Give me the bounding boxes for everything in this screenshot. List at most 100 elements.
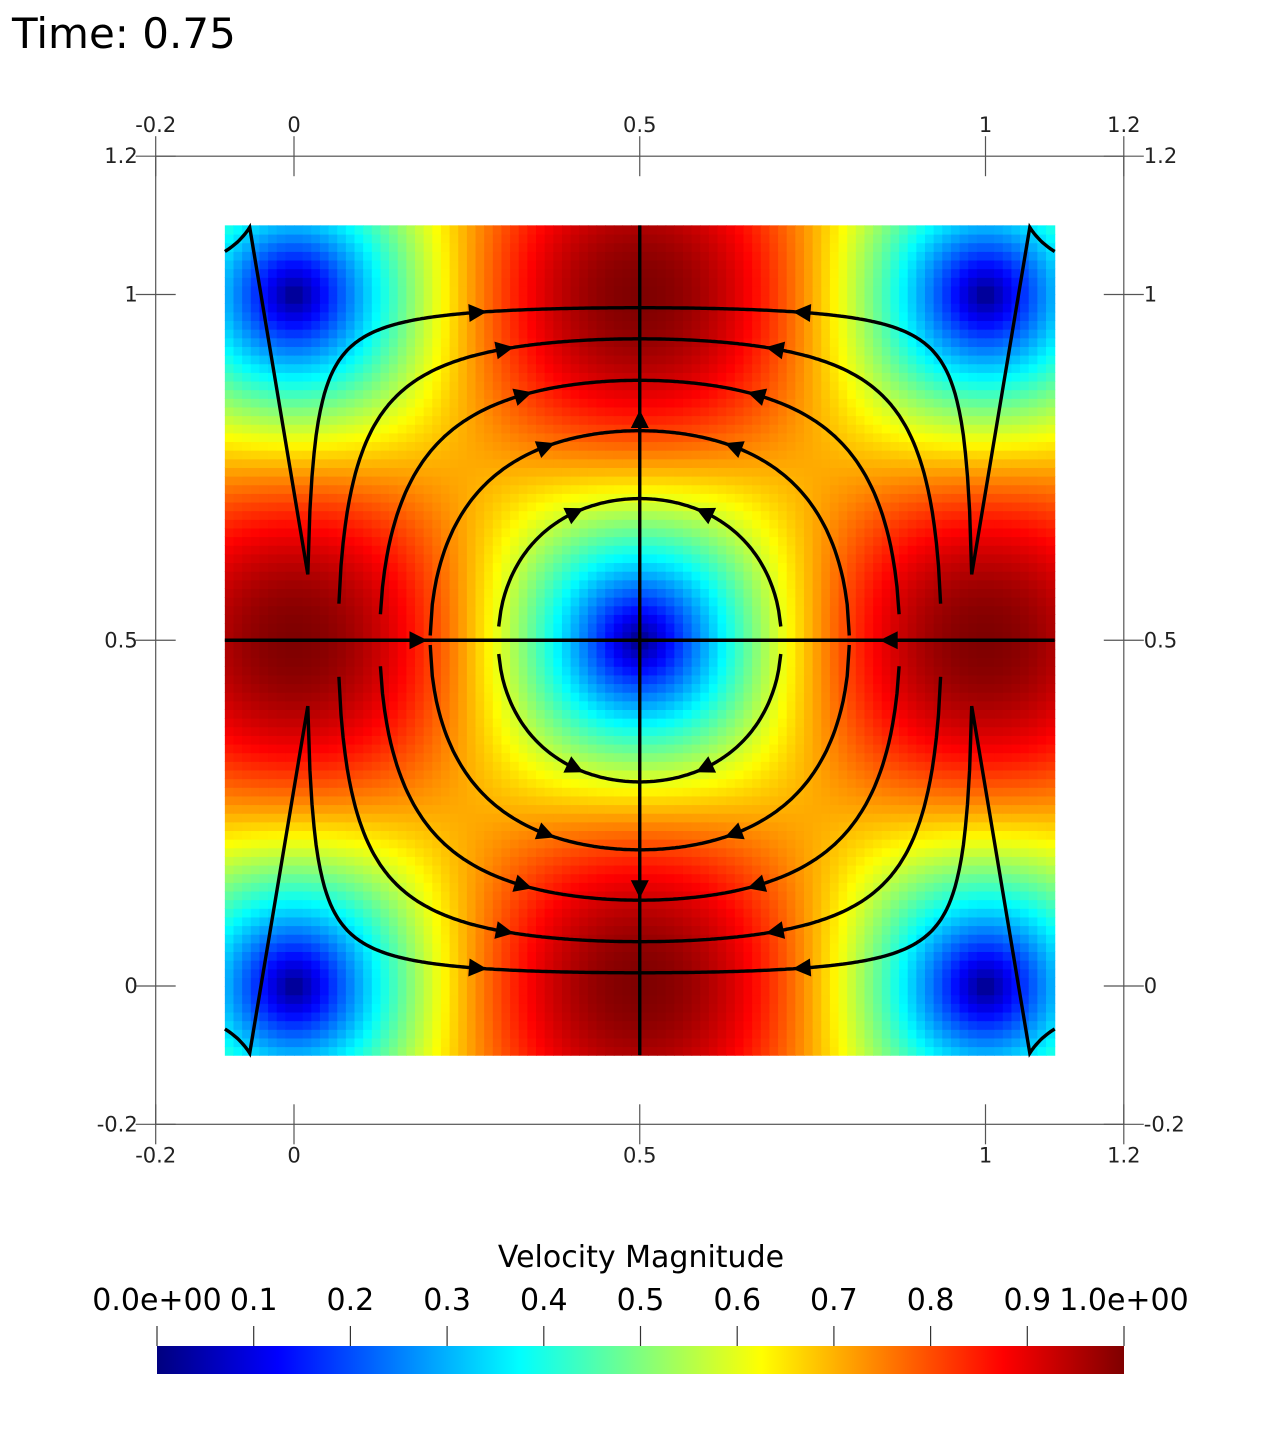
field-cell — [285, 864, 295, 875]
field-cell — [907, 977, 917, 987]
field-cell — [527, 735, 537, 745]
field-cell — [873, 821, 883, 832]
field-cell — [682, 847, 693, 857]
field-cell — [778, 631, 788, 641]
field-cell — [527, 934, 537, 944]
field-cell — [795, 934, 805, 944]
field-cell — [881, 769, 892, 780]
field-cell — [1028, 942, 1038, 953]
field-cell — [968, 994, 978, 1004]
field-cell — [1037, 1037, 1047, 1048]
field-cell — [726, 977, 736, 987]
field-cell — [449, 804, 459, 814]
field-cell — [371, 890, 382, 901]
field-cell — [579, 761, 589, 771]
field-cell — [847, 640, 857, 650]
field-cell — [717, 813, 727, 823]
field-cell — [561, 994, 572, 1004]
field-cell — [976, 839, 987, 849]
field-cell — [700, 813, 710, 823]
field-cell — [682, 1046, 693, 1056]
field-cell — [337, 1020, 347, 1030]
field-cell — [829, 1003, 840, 1013]
field-cell — [864, 968, 874, 978]
field-cell — [942, 951, 952, 961]
field-cell — [631, 1029, 641, 1039]
field-cell — [942, 787, 952, 797]
field-cell — [907, 605, 917, 615]
field-cell — [328, 1029, 338, 1039]
field-cell — [803, 640, 814, 650]
field-cell — [613, 847, 624, 857]
field-cell — [268, 683, 278, 693]
field-cell — [440, 977, 451, 987]
field-cell — [527, 761, 537, 771]
field-cell — [285, 899, 295, 909]
field-cell — [475, 1003, 485, 1013]
field-cell — [812, 1037, 822, 1048]
field-cell — [242, 726, 252, 736]
field-cell — [648, 847, 658, 857]
field-cell — [596, 622, 606, 633]
field-cell — [942, 709, 952, 719]
field-cell — [778, 1011, 788, 1022]
field-cell — [1028, 986, 1038, 996]
field-cell — [259, 916, 269, 927]
field-cell — [250, 804, 261, 814]
field-cell — [631, 692, 641, 702]
field-cell — [224, 839, 235, 849]
field-cell — [276, 1037, 286, 1048]
field-cell — [907, 873, 917, 883]
field-cell — [406, 1037, 416, 1048]
field-cell — [518, 804, 528, 814]
field-cell — [570, 882, 580, 892]
field-cell — [622, 657, 632, 667]
field-cell — [596, 934, 606, 944]
field-cell — [570, 942, 580, 953]
field-cell — [933, 674, 943, 685]
field-cell — [881, 1029, 892, 1039]
field-cell — [639, 795, 649, 806]
field-cell — [596, 1029, 606, 1039]
field-cell — [950, 847, 961, 857]
field-cell — [268, 735, 278, 745]
field-cell — [415, 769, 425, 780]
field-cell — [743, 726, 753, 736]
field-cell — [518, 692, 528, 702]
field-cell — [968, 761, 978, 771]
field-cell — [501, 1046, 511, 1056]
field-cell — [622, 735, 632, 745]
field-cell — [605, 821, 615, 832]
field-cell — [363, 683, 373, 693]
field-cell — [371, 605, 382, 615]
field-cell — [371, 735, 382, 745]
field-cell — [665, 1037, 675, 1048]
field-cell — [873, 700, 883, 710]
field-cell — [691, 899, 701, 909]
field-cell — [371, 804, 382, 814]
field-cell — [561, 1020, 572, 1030]
field-cell — [890, 743, 900, 754]
field-cell — [890, 622, 900, 633]
field-cell — [1037, 994, 1047, 1004]
field-cell — [743, 735, 753, 745]
field-cell — [389, 856, 399, 866]
field-cell — [1037, 813, 1047, 823]
field-cell — [371, 821, 382, 832]
field-cell — [553, 787, 563, 797]
field-cell — [605, 657, 615, 667]
field-cell — [734, 890, 745, 901]
field-cell — [726, 692, 736, 702]
field-cell — [250, 899, 261, 909]
field-cell — [371, 916, 382, 927]
field-cell — [950, 778, 961, 788]
field-cell — [553, 666, 563, 676]
field-cell — [311, 743, 321, 754]
field-cell — [639, 648, 649, 659]
field-cell — [821, 726, 831, 736]
field-cell — [475, 934, 485, 944]
field-cell — [596, 908, 606, 918]
field-cell — [458, 977, 468, 987]
field-cell — [406, 916, 416, 927]
field-cell — [224, 761, 235, 771]
